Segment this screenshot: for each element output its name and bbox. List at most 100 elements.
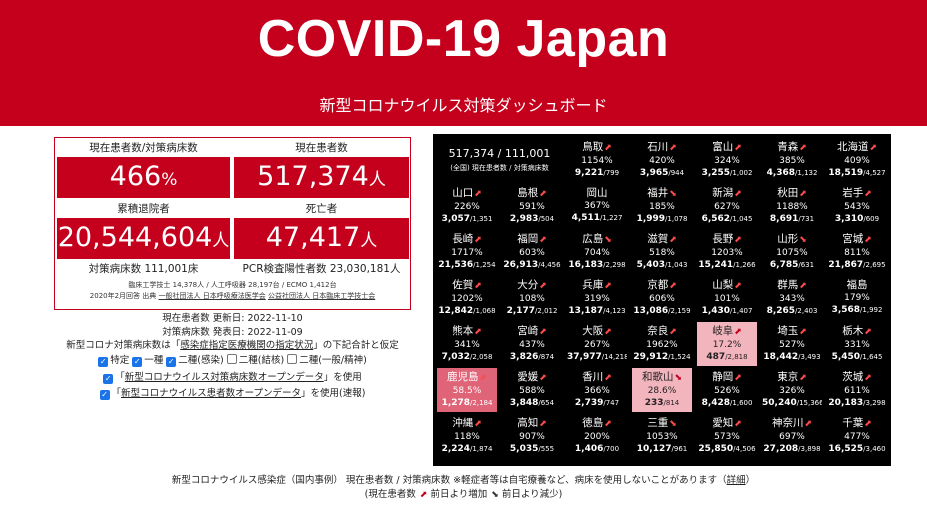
prefecture-cell[interactable]: 福島 179% 3,568/1,992 (827, 276, 887, 320)
prefecture-ratio: 907% (519, 432, 545, 442)
prefecture-beds: 3,460 (865, 445, 886, 453)
prefecture-beds: 3,298 (865, 399, 886, 407)
prefecture-cell[interactable]: 鹿児島⬈ 58.5% 1,278/2,184 (437, 368, 497, 412)
prefecture-cell[interactable]: 広島⬊ 704% 16,183/2,298 (567, 230, 627, 274)
prefecture-ratio: 409% (844, 156, 870, 166)
prefecture-counts: 233/814 (644, 398, 680, 408)
checkbox-nishu-ippan[interactable]: 二種(一般/精神) (287, 353, 367, 366)
details-link[interactable]: 詳細 (726, 475, 746, 486)
prefecture-cell[interactable]: 埼玉⬈ 527% 18,442/3,493 (762, 322, 822, 366)
checkbox-nishu-kansen[interactable]: ✓ 二種(感染) (166, 355, 224, 367)
prefecture-cell[interactable]: 静岡⬈ 526% 8,428/1,600 (697, 368, 757, 412)
prefecture-ratio: 437% (519, 340, 545, 350)
prefecture-cell[interactable]: 岩手⬈ 543% 3,310/609 (827, 184, 887, 228)
prefecture-cell[interactable]: 佐賀⬈ 1202% 12,842/1,068 (437, 276, 497, 320)
prefecture-cell[interactable]: 滋賀⬈ 518% 5,403/1,043 (632, 230, 692, 274)
prefecture-cell[interactable]: 群馬⬈ 343% 8,265/2,403 (762, 276, 822, 320)
prefecture-cell[interactable]: 兵庫⬈ 319% 13,187/4,123 (567, 276, 627, 320)
prefecture-cell[interactable]: 北海道⬈ 409% 18,519/4,527 (827, 138, 887, 182)
prefecture-cell[interactable]: 沖縄⬈ 118% 2,224/1,874 (437, 414, 497, 458)
prefecture-cell[interactable]: 宮城⬈ 811% 21,867/2,695 (827, 230, 887, 274)
prefecture-cell[interactable]: 徳島⬈ 200% 1,406/700 (567, 414, 627, 458)
prefecture-current: 21,536 (438, 260, 474, 270)
prefecture-name: 高知⬈ (502, 416, 562, 431)
prefecture-name-text: 北海道 (836, 141, 869, 153)
source-link-jacet[interactable]: 公益社団法人 日本臨床工学技士会 (267, 292, 376, 300)
stat-deaths-label: 死亡者 (234, 201, 409, 218)
checkbox-icon[interactable]: ✓ (99, 389, 110, 400)
increase-arrow-icon: ⬈ (539, 327, 547, 337)
stat-recovered-unit: 人 (212, 231, 230, 251)
prefecture-cell[interactable]: 大阪⬈ 267% 37,977/14,218 (567, 322, 627, 366)
prefecture-cell[interactable]: 宮崎⬈ 437% 3,826/874 (502, 322, 562, 366)
decrease-arrow-icon: ⬊ (799, 235, 807, 245)
prefecture-cell[interactable]: 新潟⬈ 627% 6,562/1,045 (697, 184, 757, 228)
prefecture-cell[interactable]: 岡山 367% 4,511/1,227 (567, 184, 627, 228)
prefecture-cell[interactable]: 栃木⬈ 331% 5,450/1,645 (827, 322, 887, 366)
prefecture-cell[interactable]: 鳥取⬈ 1154% 9,221/799 (567, 138, 627, 182)
prefecture-cell[interactable]: 山口⬈ 226% 3,057/1,351 (437, 184, 497, 228)
prefecture-cell[interactable]: 山梨⬈ 101% 1,430/1,407 (697, 276, 757, 320)
prefecture-beds: 700 (605, 445, 620, 453)
prefecture-cell[interactable]: 千葉⬈ 477% 16,525/3,460 (827, 414, 887, 458)
prefecture-cell[interactable]: 高知⬈ 907% 5,035/555 (502, 414, 562, 458)
option-patients-opendata[interactable]: ✓ 「新型コロナウイルス患者数オープンデータ」を使用(速報) (99, 387, 366, 400)
stat-current: 現在患者数 517,374人 (234, 140, 409, 198)
increase-arrow-icon: ⬈ (479, 373, 488, 383)
checkbox-icon[interactable]: ✓ (98, 356, 109, 367)
patients-opendata-link[interactable]: 新型コロナウイルス患者数オープンデータ (121, 387, 301, 399)
prefecture-name: 広島⬊ (567, 232, 627, 247)
prefecture-name: 愛知⬈ (697, 416, 757, 431)
prefecture-cell[interactable]: 福井⬊ 185% 1,999/1,078 (632, 184, 692, 228)
prefecture-cell[interactable]: 愛知⬈ 573% 25,850/4,506 (697, 414, 757, 458)
checkbox-tokutei[interactable]: ✓ 特定 (98, 355, 129, 367)
prefecture-beds: 2,058 (472, 353, 493, 361)
source-link-jsrcm[interactable]: 一般社団法人 日本呼吸療法医学会 (158, 292, 266, 300)
checkbox-icon[interactable] (287, 353, 298, 364)
prefecture-cell[interactable]: 熊本⬈ 341% 7,032/2,058 (437, 322, 497, 366)
stat-deaths: 死亡者 47,417人 (234, 201, 409, 259)
checkbox-icon[interactable]: ✓ (132, 356, 143, 367)
option-beds-opendata[interactable]: ✓ 「新型コロナウイルス対策病床数オープンデータ」を使用 (103, 372, 362, 384)
prefecture-cell[interactable]: 奈良⬈ 1962% 29,912/1,524 (632, 322, 692, 366)
prefecture-cell[interactable]: 京都⬈ 606% 13,086/2,159 (632, 276, 692, 320)
prefecture-ratio: 1188% (776, 202, 808, 212)
prefecture-cell[interactable]: 愛媛⬈ 588% 3,848/654 (502, 368, 562, 412)
prefecture-name: 滋賀⬈ (632, 232, 692, 247)
prefecture-cell[interactable]: 和歌山⬊ 28.6% 233/814 (632, 368, 692, 412)
prefecture-cell[interactable]: 長崎⬈ 1717% 21,536/1,254 (437, 230, 497, 274)
prefecture-ratio: 573% (714, 432, 740, 442)
prefecture-beds: 1,254 (475, 261, 496, 269)
prefecture-cell[interactable]: 香川⬈ 366% 2,739/747 (567, 368, 627, 412)
prefecture-current: 1,278 (441, 398, 471, 408)
prefecture-cell[interactable]: 岐阜⬈ 17.2% 487/2,818 (697, 322, 757, 366)
prefecture-cell[interactable]: 神奈川⬈ 697% 27,208/3,898 (762, 414, 822, 458)
prefecture-cell[interactable]: 大分⬈ 108% 2,177/2,012 (502, 276, 562, 320)
checkbox-icon[interactable]: ✓ (103, 374, 114, 384)
prefecture-cell[interactable]: 石川⬈ 420% 3,965/944 (632, 138, 692, 182)
prefecture-ratio: 518% (649, 248, 675, 258)
prefecture-cell[interactable]: 秋田⬈ 1188% 8,691/731 (762, 184, 822, 228)
prefecture-cell[interactable]: 福岡⬈ 603% 26,913/4,456 (502, 230, 562, 274)
prefecture-cell[interactable]: 島根⬈ 591% 2,983/504 (502, 184, 562, 228)
prefecture-cell[interactable]: 長野⬈ 1203% 15,241/1,266 (697, 230, 757, 274)
increase-arrow-icon: ⬈ (474, 419, 482, 429)
prefecture-cell[interactable]: 三重⬊ 1053% 10,127/961 (632, 414, 692, 458)
beds-def-link[interactable]: 感染症指定医療機関の指定状況 (180, 340, 314, 351)
checkbox-isshu[interactable]: ✓ 一種 (132, 355, 163, 367)
prefecture-cell[interactable]: 青森⬈ 385% 4,368/1,132 (762, 138, 822, 182)
checkbox-icon[interactable] (226, 353, 237, 364)
checkbox-nishu-kekkaku[interactable]: 二種(結核) (226, 353, 284, 366)
prefecture-cell[interactable]: 富山⬈ 324% 3,255/1,002 (697, 138, 757, 182)
prefecture-ratio: 477% (844, 432, 870, 442)
prefecture-current: 1,999 (636, 214, 666, 224)
increase-arrow-icon: ⬈ (669, 143, 677, 153)
prefecture-cell[interactable]: 山形⬊ 1075% 6,785/631 (762, 230, 822, 274)
beds-opendata-link[interactable]: 新型コロナウイルス対策病床数オープンデータ (124, 372, 324, 383)
checkbox-icon[interactable]: ✓ (166, 356, 177, 367)
increase-arrow-icon: ⬈ (539, 419, 547, 429)
prefecture-cell[interactable]: 茨城⬈ 611% 20,183/3,298 (827, 368, 887, 412)
checkbox-label: 二種(一般/精神) (299, 354, 367, 366)
prefecture-cell[interactable]: 東京⬈ 326% 50,240/15,366 (762, 368, 822, 412)
prefecture-name: 福井⬊ (632, 186, 692, 201)
